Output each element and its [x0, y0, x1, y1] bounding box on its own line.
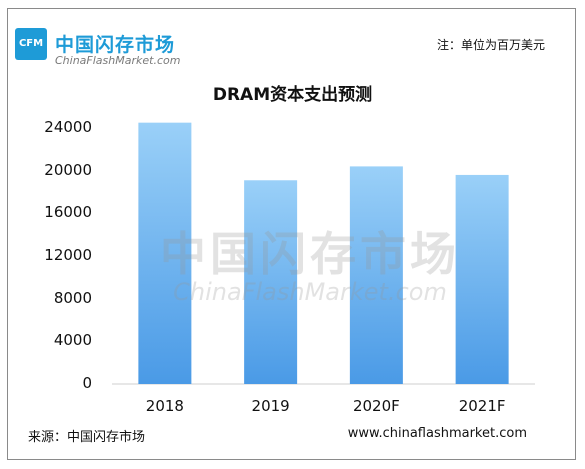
y-tick-label: 4000 [53, 331, 92, 350]
logo-name-cn: 中国闪存市场 [55, 34, 176, 56]
chart-title: DRAM资本支出预测 [212, 85, 373, 105]
source-note: 来源：中国闪存市场 [28, 430, 146, 445]
x-tick-label: 2021F [458, 397, 506, 415]
bar-2021F [455, 174, 509, 384]
y-tick-label: 8000 [53, 288, 92, 307]
unit-note: 注：单位为百万美元 [436, 38, 545, 52]
logo-name-en: ChinaFlashMarket.com [55, 54, 181, 67]
y-tick-label: 12000 [44, 246, 92, 264]
y-tick-label: 24000 [44, 118, 92, 136]
cfm-logo-icon: CFM [15, 28, 47, 60]
x-tick-label: 2020F [352, 397, 400, 415]
bar-2018 [138, 122, 192, 385]
y-tick-label: 16000 [44, 203, 92, 222]
bar-2019 [244, 180, 298, 384]
y-tick-label: 20000 [44, 160, 92, 179]
y-tick-label: 0 [82, 374, 92, 392]
bar-2020F [349, 166, 403, 384]
x-tick-label: 2018 [145, 397, 184, 415]
website-link[interactable]: www.chinaflashmarket.com [347, 426, 527, 441]
x-tick-label: 2019 [251, 397, 290, 415]
